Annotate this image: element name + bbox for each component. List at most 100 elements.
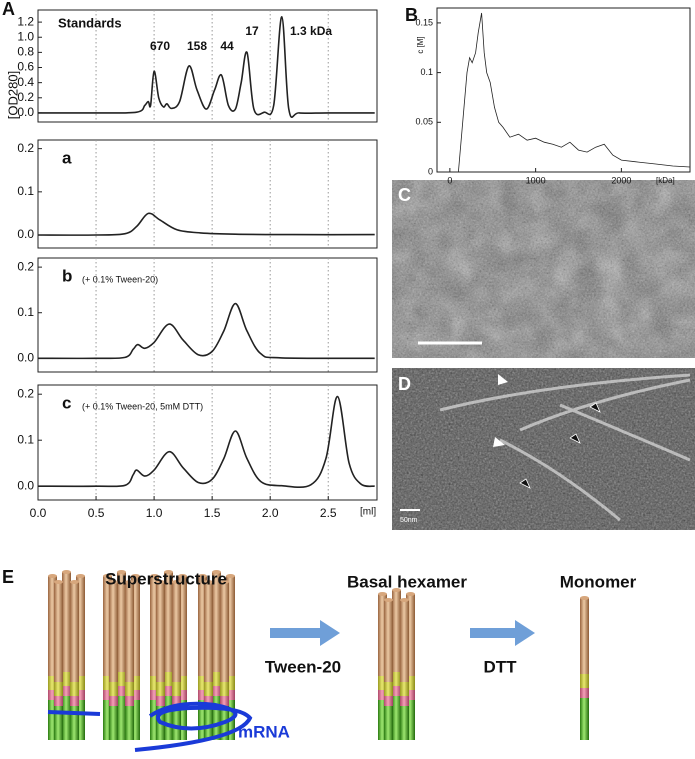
annotation: Standards (58, 15, 122, 30)
arrow (470, 620, 535, 646)
peak-label: 17 (245, 24, 259, 38)
mrna-strand (47, 701, 253, 752)
tube-segment (580, 674, 589, 688)
tube-segment (103, 690, 112, 700)
peak-label: 158 (187, 39, 207, 53)
tube-cap (172, 580, 181, 584)
tube-segment (172, 682, 181, 696)
tube-cap (131, 574, 140, 578)
curve (37, 395, 375, 489)
tube-segment (172, 696, 181, 706)
tube-segment (76, 700, 85, 740)
tube-segment (178, 700, 187, 740)
tube-segment (384, 682, 393, 696)
tube-segment (70, 696, 79, 706)
tube-cap (164, 570, 173, 574)
tube-segment (400, 600, 409, 682)
tube-segment (70, 682, 79, 696)
tube-cap (54, 580, 63, 584)
tube-cap (400, 598, 409, 602)
stage-label: Monomer (560, 572, 637, 591)
curve (458, 12, 691, 173)
arrow-label: DTT (483, 657, 517, 676)
tube-cap (580, 596, 589, 600)
tube-segment (212, 696, 221, 740)
tube-cap (198, 574, 207, 578)
tube-cap (178, 574, 187, 578)
y-axis-label: c [M] (416, 36, 425, 53)
tube-segment (109, 706, 118, 740)
curve (37, 15, 375, 119)
tube-cap (76, 574, 85, 578)
y-tick-label: 0.4 (17, 75, 34, 89)
tube-segment (103, 700, 112, 740)
x-tick-label: 0 (447, 175, 452, 185)
tube-segment (378, 690, 387, 700)
tube-cap (117, 570, 126, 574)
tube-segment (125, 582, 134, 682)
tube-cap (226, 574, 235, 578)
tube-segment (226, 576, 235, 676)
image-grain (392, 368, 695, 530)
tube-cap (109, 580, 118, 584)
tube-segment (76, 690, 85, 700)
tube-segment (178, 676, 187, 690)
tube-segment (109, 696, 118, 706)
x-tick-label: 1.5 (204, 506, 221, 520)
tube-segment (156, 582, 165, 682)
tube-cap (204, 580, 213, 584)
peak-label: 1.3 kDa (290, 24, 332, 38)
annotation: (+ 0.1% Tween-20, 5mM DTT) (82, 401, 203, 411)
y-tick-label: 0.2 (17, 259, 34, 273)
filaments (439, 373, 691, 522)
curve (37, 302, 375, 360)
tube-segment (220, 696, 229, 706)
tube-segment (48, 676, 57, 690)
panel-letter: A (2, 0, 15, 19)
panel-letter: B (405, 5, 418, 25)
y-tick-label: 0.0 (17, 350, 34, 364)
tube-segment (580, 598, 589, 674)
plot-frame (436, 7, 691, 173)
y-tick-label: 0.6 (17, 60, 34, 74)
tube-segment (406, 700, 415, 740)
tube-segment (103, 576, 112, 676)
y-tick-label: 0.1 (17, 432, 34, 446)
tube-segment (406, 676, 415, 690)
tube-segment (212, 686, 221, 696)
tube-segment (109, 582, 118, 682)
stage-label: Superstructure (105, 569, 227, 588)
peak-label: 44 (220, 39, 234, 53)
tube-segment (54, 582, 63, 682)
tube-segment (378, 700, 387, 740)
tube-segment (117, 686, 126, 696)
x-tick-label: 1000 (526, 175, 546, 185)
tube-segment (178, 690, 187, 700)
tube-segment (62, 572, 71, 672)
x-tick-label: 2000 (611, 175, 631, 185)
tube-segment (400, 706, 409, 740)
tube-segment (204, 682, 213, 696)
tube-segment (198, 690, 207, 700)
tube-segment (198, 700, 207, 740)
tube-segment (220, 582, 229, 682)
tube-segment (384, 706, 393, 740)
tube-segment (48, 690, 57, 700)
plot-frame (37, 257, 378, 373)
tube-segment (131, 700, 140, 740)
tube-segment (48, 576, 57, 676)
tube-segment (109, 682, 118, 696)
tube-segment (204, 582, 213, 682)
x-tick-label: 0.5 (88, 506, 105, 520)
tube-segment (125, 706, 134, 740)
peak-label: 670 (150, 39, 170, 53)
tube-segment (131, 690, 140, 700)
tube-segment (156, 696, 165, 706)
plot-frame (37, 9, 378, 123)
tube-segment (48, 700, 57, 740)
tube-cap (392, 588, 401, 592)
tube-segment (178, 576, 187, 676)
x-axis-label: [ml] (360, 507, 376, 518)
y-tick-label: 0.05 (415, 117, 433, 127)
plot-frame (37, 384, 378, 501)
